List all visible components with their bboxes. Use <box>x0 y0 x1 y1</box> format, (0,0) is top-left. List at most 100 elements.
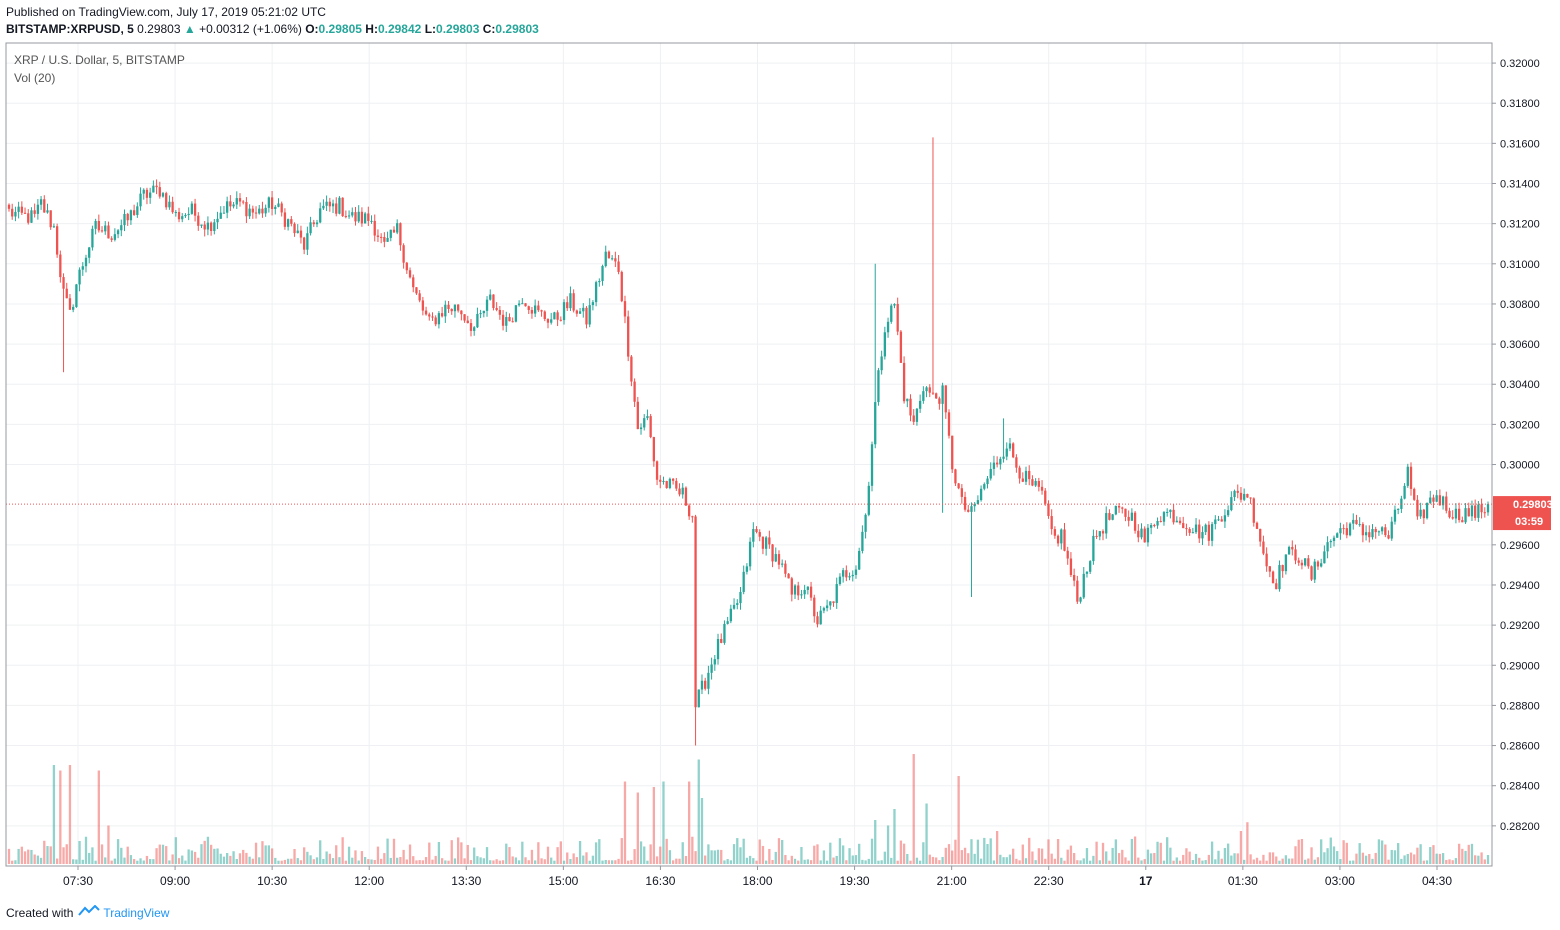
volume-bar <box>1268 852 1271 864</box>
volume-bar <box>190 850 194 864</box>
candle-body <box>569 293 572 309</box>
volume-bar <box>1278 860 1281 864</box>
candle-body <box>328 201 331 207</box>
y-tick-label: 0.30200 <box>1500 419 1540 431</box>
volume-bar <box>65 844 68 864</box>
candle-body <box>524 303 527 307</box>
candle-body <box>142 189 145 194</box>
volume-bar <box>1416 847 1419 864</box>
candle-body <box>1233 490 1236 498</box>
candle-body <box>62 277 65 289</box>
candle-body <box>229 201 232 207</box>
volume-bar <box>1368 853 1371 864</box>
candle-body <box>1470 505 1474 517</box>
candle-body <box>1028 470 1031 480</box>
volume-bar <box>139 858 142 864</box>
volume-bar <box>392 838 396 864</box>
volume-bar <box>123 857 126 864</box>
y-tick-label: 0.28400 <box>1500 781 1540 793</box>
candle-body <box>498 309 502 315</box>
candle-body <box>1124 508 1127 517</box>
volume-bar <box>1127 860 1130 864</box>
volume-bar <box>1133 836 1137 864</box>
volume-bar <box>479 857 482 864</box>
volume-bar <box>1339 859 1342 864</box>
candle-body <box>864 514 867 532</box>
volume-bar <box>668 850 672 864</box>
candle-body <box>290 219 293 224</box>
candle-body <box>627 316 630 357</box>
candle-body <box>1461 520 1464 523</box>
candle-body <box>649 416 652 438</box>
price-axis[interactable]: 0.32000 0.31800 0.31600 0.31400 0.31200 0.310… <box>1492 58 1540 833</box>
volume-bar <box>704 855 707 864</box>
candle-body <box>1117 506 1121 508</box>
y-tick-label: 0.30600 <box>1500 339 1540 351</box>
tradingview-link[interactable]: TradingView <box>103 905 170 920</box>
volume-bar <box>158 844 161 864</box>
candle-body <box>165 193 168 208</box>
candle-body <box>883 332 887 357</box>
candle-body <box>1364 532 1368 536</box>
volume-bar <box>1053 858 1057 864</box>
candle-body <box>1098 531 1101 537</box>
candle-body <box>456 304 460 311</box>
candle-body <box>1291 546 1294 550</box>
candle-body <box>261 208 264 214</box>
candle-body <box>84 257 88 267</box>
time-axis[interactable]: 07:30 09:00 10:30 12:00 13:30 15:00 16:30 18:00… <box>63 866 1452 888</box>
volume-bar <box>476 856 479 864</box>
candle-body <box>1336 533 1339 538</box>
volume-bar <box>100 844 104 864</box>
candle-body <box>1198 524 1201 539</box>
volume-bar <box>925 803 928 864</box>
volume-bar <box>1313 859 1316 864</box>
volume-bar <box>1438 853 1442 864</box>
volume-bar <box>11 860 14 864</box>
candle-body <box>617 261 620 272</box>
volume-bar <box>841 845 845 864</box>
candle-body <box>72 306 75 310</box>
candle-body <box>14 211 17 217</box>
candle-body <box>1069 558 1073 576</box>
volume-bar <box>938 860 941 864</box>
volume-bar <box>553 860 556 864</box>
candle-body <box>729 608 733 622</box>
candle-body <box>755 528 758 533</box>
candle-body <box>899 331 903 363</box>
volume-bar <box>485 847 489 864</box>
candle-body <box>1320 563 1323 567</box>
volume-bar <box>1101 842 1105 864</box>
candle-body <box>639 427 643 430</box>
candle-body <box>1101 531 1105 534</box>
candle-body <box>418 293 421 301</box>
volume-bar <box>1287 858 1291 864</box>
candle-body <box>1403 485 1406 499</box>
candle-body <box>1089 561 1092 572</box>
candle-body <box>120 225 123 231</box>
volume-bar <box>1461 848 1464 864</box>
candle-body <box>578 311 582 314</box>
y-tick-label: 0.30800 <box>1500 299 1540 311</box>
candle-body <box>1047 503 1050 517</box>
candle-body <box>954 469 957 484</box>
volume-bar <box>453 858 457 864</box>
candle-body <box>286 219 290 227</box>
y-tick-label: 0.30400 <box>1500 379 1540 391</box>
volume-bar <box>55 858 59 864</box>
y-tick-label: 0.28800 <box>1500 700 1540 712</box>
candle-body <box>957 483 960 489</box>
candle-body <box>874 402 877 445</box>
candle-body <box>254 212 258 214</box>
volume-bar <box>806 859 810 864</box>
volume-bar <box>1031 851 1034 864</box>
volume-bar <box>1198 857 1201 864</box>
grid-lines <box>6 43 1492 866</box>
candle-body <box>222 212 226 214</box>
volume-bar <box>1255 857 1259 864</box>
volume-bar <box>848 848 851 864</box>
volume-bar <box>614 860 617 864</box>
candle-body <box>928 387 931 393</box>
volume-bar <box>360 851 364 864</box>
